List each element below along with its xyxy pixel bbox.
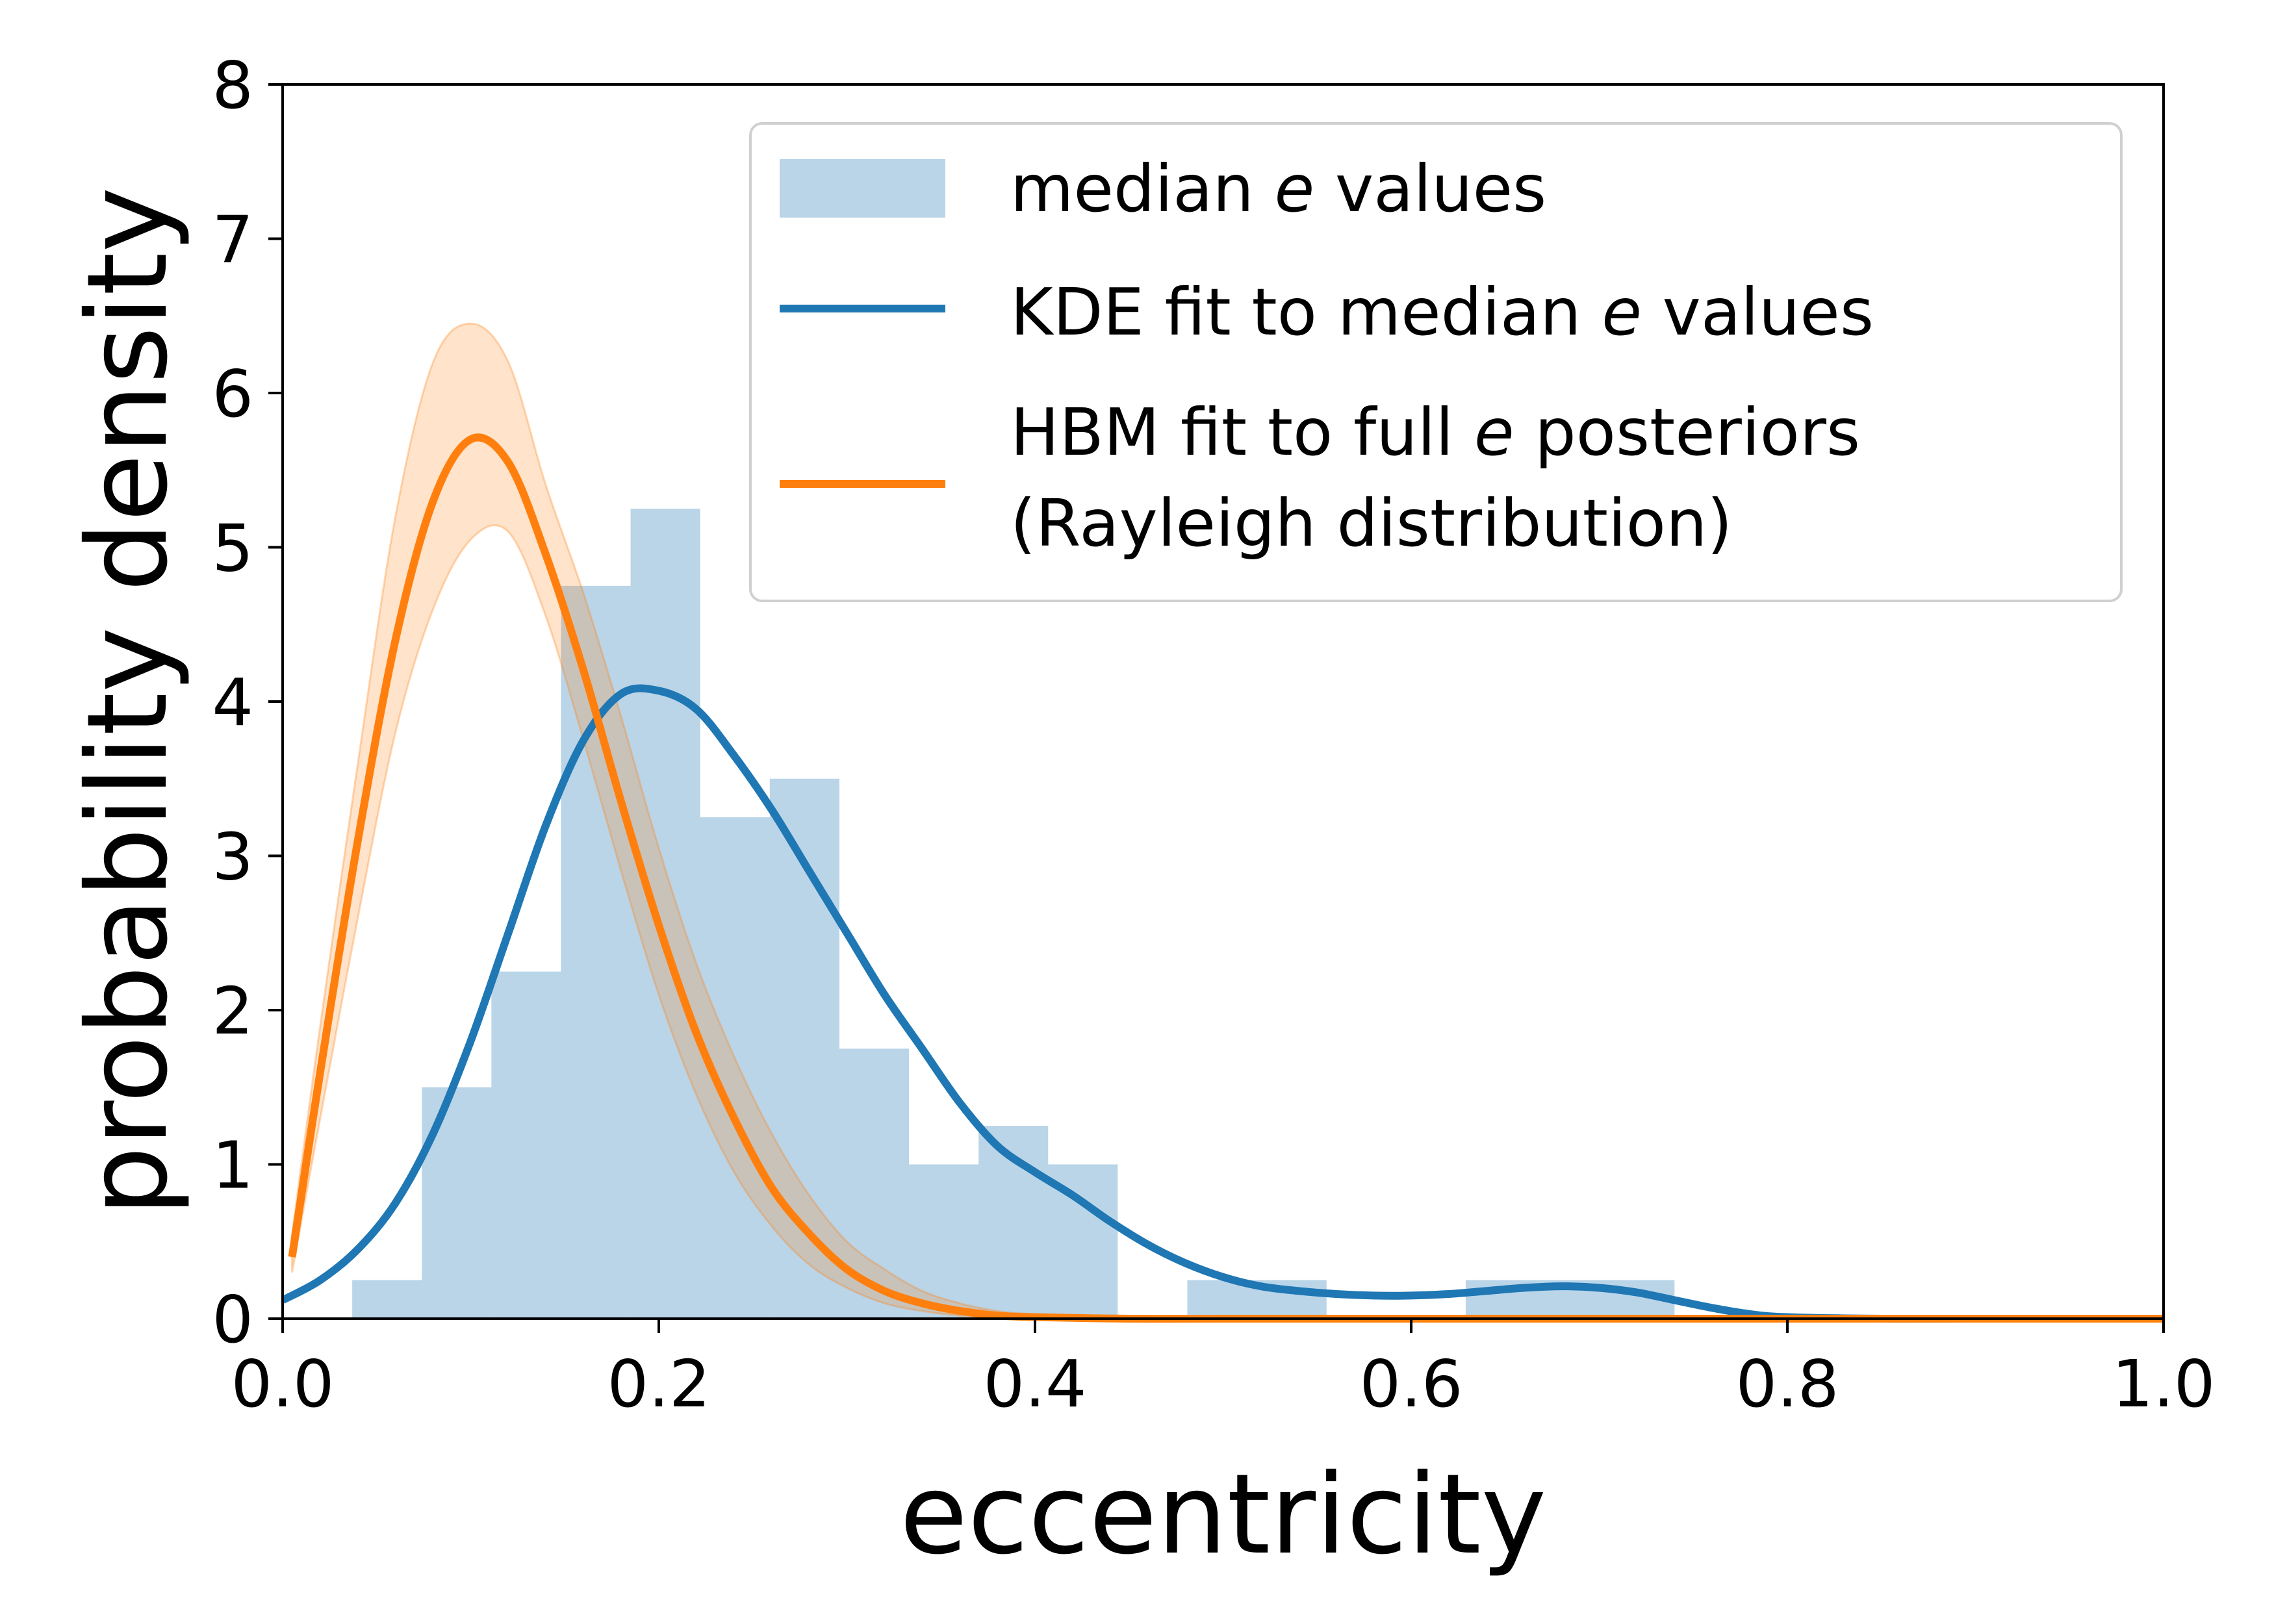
x-tick-label: 0.0 [231,1346,334,1422]
y-tick-label: 0 [212,1282,253,1358]
y-tick-label: 4 [212,665,253,741]
x-tick-label: 0.8 [1735,1346,1839,1422]
legend-entry: KDE fit to median e values [1010,274,1874,350]
legend-entry: median e values [1010,151,1546,227]
y-tick-label: 7 [212,202,253,278]
histogram-bar [491,971,561,1319]
x-axis-title: eccentricity [900,1451,1547,1579]
legend-frame [749,122,2123,602]
x-axis-ticks: 0.0 0.2 0.4 0.6 0.8 1.0 [231,1319,2216,1422]
kde-line [281,684,2164,1323]
y-axis-ticks: 0 1 2 3 4 5 6 7 8 [212,47,283,1358]
y-tick-label: 1 [212,1128,253,1204]
x-tick-label: 0.4 [983,1346,1086,1422]
y-tick-label: 8 [212,47,253,123]
histogram-bar [909,1164,979,1319]
x-tick-label: 1.0 [2112,1346,2215,1422]
y-tick-label: 3 [212,819,253,895]
legend-swatch-histogram [780,159,945,218]
histogram-bar [422,1087,492,1319]
x-tick-label: 0.6 [1359,1346,1463,1422]
y-tick-label: 2 [212,973,253,1049]
legend: median e values KDE fit to median e value… [749,122,2123,602]
histogram-bar [352,1280,422,1319]
y-axis-title: probability density [64,187,192,1216]
histogram-bar [630,509,700,1319]
legend-entry: HBM fit to full e posteriors [1010,394,1860,470]
y-tick-label: 5 [212,511,253,587]
y-tick-label: 6 [212,356,253,432]
legend-entry: (Rayleigh distribution) [1010,485,1732,561]
x-tick-label: 0.2 [607,1346,710,1422]
